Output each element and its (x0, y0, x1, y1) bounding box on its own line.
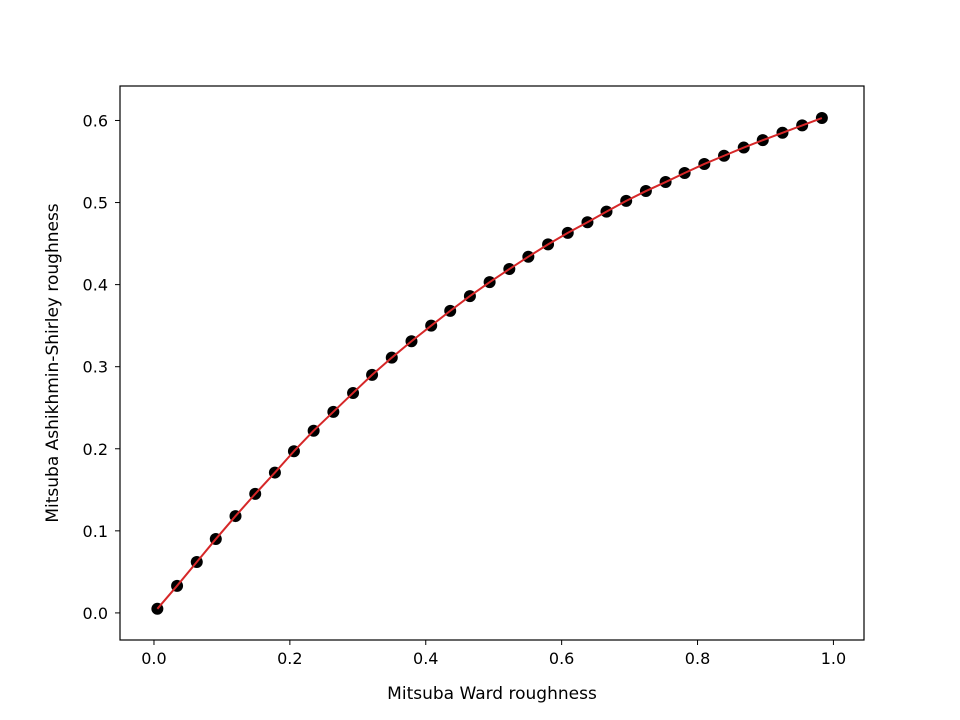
y-tick-label: 0.1 (83, 522, 108, 541)
x-tick-label: 0.4 (413, 649, 438, 668)
y-tick-label: 0.2 (83, 440, 108, 459)
scatter-point (815, 112, 828, 125)
x-tick-label: 0.2 (277, 649, 302, 668)
y-axis-ticks: 0.0 0.1 0.2 0.3 0.4 0.5 0.6 (83, 111, 120, 623)
x-tick-label: 0.6 (549, 649, 574, 668)
x-tick-label: 0.0 (141, 649, 166, 668)
y-tick-label: 0.0 (83, 604, 108, 623)
y-tick-label: 0.6 (83, 111, 108, 130)
plot-area (120, 86, 864, 640)
plot-frame (119, 85, 865, 641)
fit-line (156, 117, 823, 610)
y-tick-label: 0.5 (83, 194, 108, 213)
x-axis-ticks: 0.0 0.2 0.4 0.6 0.8 1.0 (141, 640, 846, 668)
x-tick-label: 0.8 (685, 649, 710, 668)
y-axis-label: Mitsuba Ashikhmin-Shirley roughness (43, 203, 63, 522)
y-tick-label: 0.4 (83, 276, 108, 295)
x-tick-label: 1.0 (821, 649, 846, 668)
x-axis-label: Mitsuba Ward roughness (387, 684, 597, 704)
y-tick-label: 0.3 (83, 358, 108, 377)
fit-line-layer (156, 117, 823, 610)
